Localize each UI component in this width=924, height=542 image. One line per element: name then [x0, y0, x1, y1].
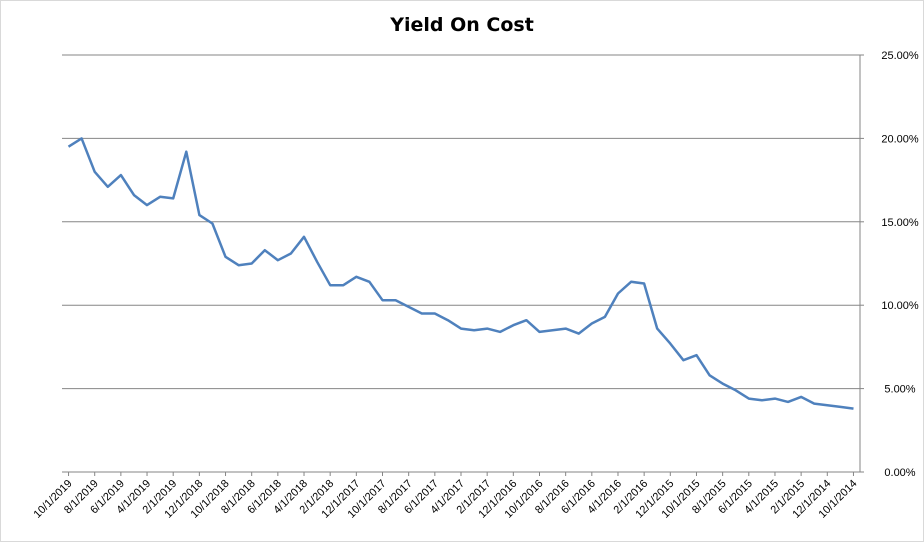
gridlines — [62, 54, 860, 390]
y-tick-label: 10.00% — [881, 300, 919, 312]
y-axis-ticks: 0.00% 5.00% 10.00% 15.00% 20.00% 25.00% — [860, 50, 919, 479]
y-tick-label: 20.00% — [881, 133, 919, 145]
series-lines — [67, 137, 854, 410]
chart-title: Yield On Cost — [390, 14, 534, 36]
y-tick-label: 5.00% — [884, 384, 915, 396]
y-tick-label: 15.00% — [881, 217, 919, 229]
x-axis — [62, 55, 861, 473]
series-line — [67, 137, 854, 410]
y-tick-label: 0.00% — [884, 467, 915, 479]
y-tick-label: 25.00% — [881, 50, 919, 62]
x-axis-ticks: 10/1/20198/1/20196/1/20194/1/20192/1/201… — [32, 472, 860, 521]
